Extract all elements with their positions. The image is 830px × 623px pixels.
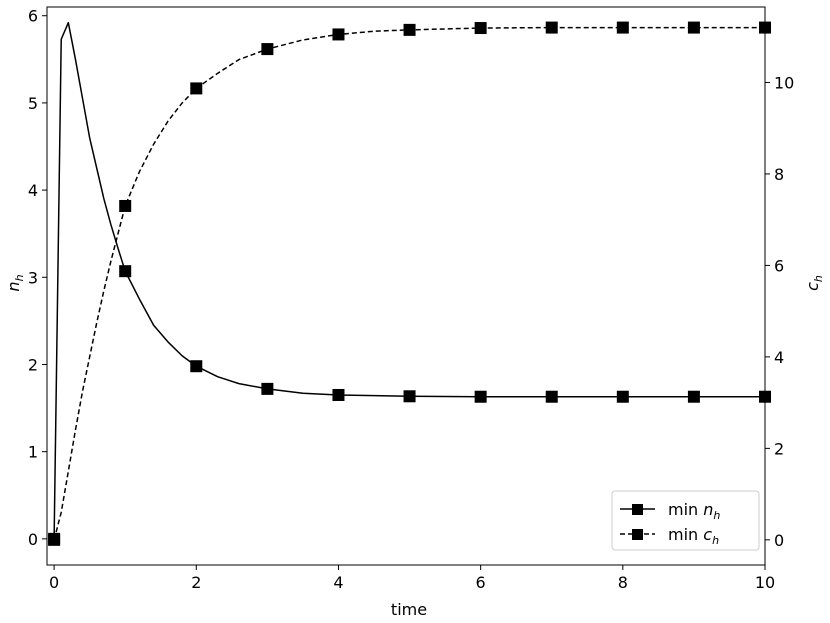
y-right-tick-label-1: 2: [774, 439, 784, 458]
legend-frame: [611, 490, 760, 551]
legend-label-n-h-base: n: [703, 500, 713, 519]
series-0-marker-2: [190, 360, 203, 373]
legend-label-n-h-prefix: min: [668, 500, 703, 519]
x-tick-label-3: 6: [476, 573, 486, 592]
series-1-marker-3: [261, 43, 274, 56]
series-0-marker-5: [403, 390, 416, 403]
series-1-marker-1: [119, 199, 132, 212]
y-right-tick-label-3: 6: [774, 256, 784, 275]
legend-label-c-h-prefix: min: [668, 525, 703, 544]
series-1-marker-0: [48, 533, 61, 546]
x-axis-label: time: [391, 600, 427, 619]
series-line-1: [53, 26, 765, 541]
x-tick-label-4: 8: [618, 573, 628, 592]
series-1-marker-2: [190, 82, 203, 95]
legend-label-c-h-sub: h: [712, 534, 719, 547]
y-axis-right-label-base: c: [803, 282, 822, 291]
y-axis-left-label-sub: h: [13, 274, 26, 281]
legend-marker-c-h: [632, 529, 643, 540]
series-0-marker-6: [474, 390, 487, 403]
legend-entry-n-h: min nh: [620, 500, 720, 522]
series-0-marker-7: [545, 390, 558, 403]
y-left-tick-label-6: 6: [28, 7, 38, 26]
series-1-marker-6: [474, 22, 487, 35]
axes-layer: 0 2 4 6 8 10 0 1 2 3 4 5 6 0 2 4 6 8 10: [28, 6, 794, 592]
y-axis-right-label-sub: h: [812, 275, 825, 282]
y-right-tick-label-0: 0: [774, 531, 784, 550]
y-right-tick-label-4: 8: [774, 165, 784, 184]
plot-background: [47, 7, 765, 565]
legend-entry-c-h: min ch: [620, 525, 719, 547]
plot-frame: [46, 6, 766, 566]
series-1-marker-5: [403, 23, 416, 36]
x-tick-label-2: 4: [333, 573, 343, 592]
legend-label-n-h-sub: h: [713, 509, 720, 522]
y-axis-right-label: ch: [803, 275, 825, 291]
legend: min nh min ch: [611, 490, 760, 551]
y-axis-left-label-base: n: [4, 281, 23, 291]
legend-label-c-h: min ch: [668, 525, 719, 547]
x-tick-label-5: 10: [755, 573, 775, 592]
series-0-marker-8: [616, 390, 629, 403]
series-1-marker-9: [687, 21, 700, 34]
series-1-marker-7: [545, 21, 558, 34]
series-0-marker-1: [119, 265, 132, 278]
y-left-tick-label-5: 5: [28, 94, 38, 113]
y-right-tick-label-5: 10: [774, 73, 794, 92]
legend-label-c-h-base: c: [703, 525, 712, 544]
y-right-tick-label-2: 4: [774, 348, 784, 367]
y-left-tick-label-3: 3: [28, 268, 38, 287]
plot-area: [47, 7, 765, 565]
legend-label-n-h: min nh: [668, 500, 720, 522]
series-line-0: [53, 21, 765, 539]
series-0-marker-9: [687, 390, 700, 403]
series-1-marker-8: [616, 21, 629, 34]
series-layer: [48, 21, 771, 546]
y-axis-left-label: nh: [4, 274, 26, 291]
legend-marker-n-h: [632, 504, 643, 515]
series-0-marker-3: [261, 382, 274, 395]
x-tick-label-1: 2: [191, 573, 201, 592]
x-tick-label-0: 0: [49, 573, 59, 592]
y-left-tick-label-4: 4: [28, 181, 38, 200]
series-0-marker-4: [332, 388, 345, 401]
y-left-tick-label-2: 2: [28, 355, 38, 374]
y-left-tick-label-0: 0: [28, 530, 38, 549]
y-left-tick-label-1: 1: [28, 443, 38, 462]
series-1-marker-4: [332, 28, 345, 41]
